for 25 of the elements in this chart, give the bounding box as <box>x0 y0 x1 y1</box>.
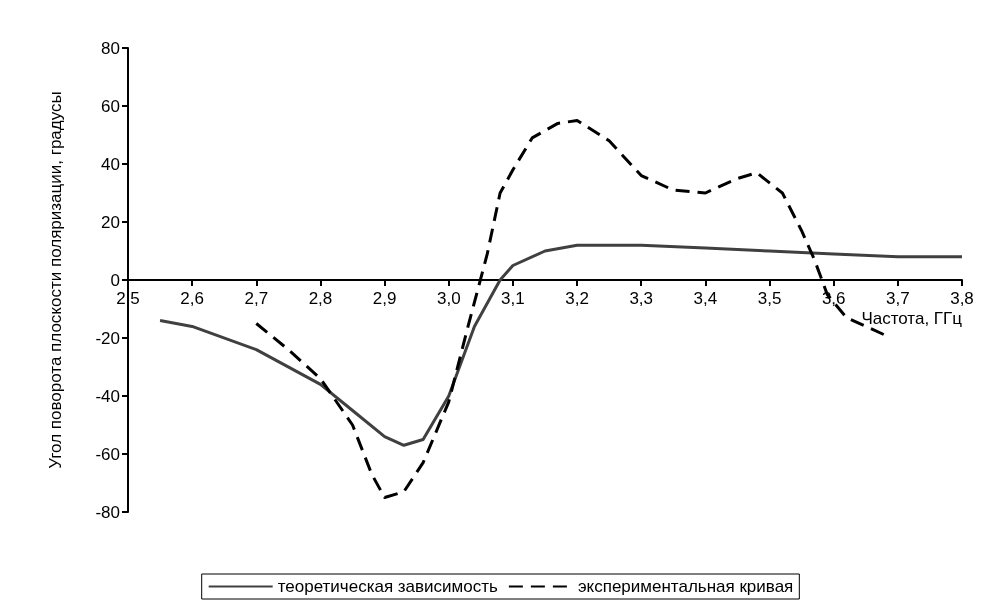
x-tick-label: 3,4 <box>693 289 718 308</box>
x-tick-label: 3,0 <box>436 289 461 308</box>
x-tick-label: 2,7 <box>244 289 269 308</box>
x-tick-label: 3,1 <box>501 289 525 308</box>
y-tick-label: -60 <box>95 444 120 464</box>
x-tick-label: 3,5 <box>757 289 782 308</box>
x-tick-label: 3,3 <box>629 289 654 308</box>
x-tick-label: 3,8 <box>950 289 974 308</box>
x-tick-label: 2,6 <box>180 289 204 308</box>
y-tick-label: 40 <box>101 154 120 174</box>
x-tick-label: 2,8 <box>308 289 333 308</box>
y-tick-label: 60 <box>101 96 120 116</box>
x-tick-label: 3,2 <box>565 289 589 308</box>
y-axis-title: Угол поворота плоскости поляризации, градусы <box>45 91 65 469</box>
y-tick-label: -80 <box>95 502 120 522</box>
y-tick-label: -40 <box>95 386 120 406</box>
legend-label: экспериментальная кривая <box>577 577 794 596</box>
x-tick-label: 3,7 <box>886 289 910 308</box>
y-tick-label: 20 <box>101 212 120 232</box>
legend-label: теоретическая зависимость <box>277 577 499 596</box>
y-tick-label: 0 <box>110 270 120 290</box>
x-axis-title: Частота, ГГц <box>861 309 963 328</box>
y-tick-label: 80 <box>101 38 120 58</box>
y-tick-label: -20 <box>95 328 120 348</box>
x-tick-label: 2,9 <box>372 289 397 308</box>
